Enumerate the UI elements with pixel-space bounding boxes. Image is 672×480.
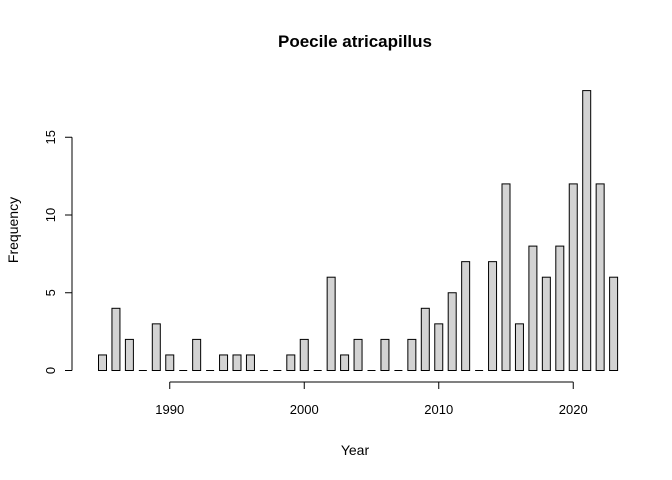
- bar-2002: [326, 276, 336, 372]
- bar-1995: [232, 354, 242, 372]
- bar-1986: [111, 307, 121, 371]
- x-axis-label: Year: [341, 442, 370, 458]
- x-axis: 1990 2000 2010 2020: [155, 381, 588, 417]
- y-axis: 0 5 10 15: [43, 130, 73, 374]
- bar-1989: [151, 323, 161, 372]
- bar-1985: [98, 354, 107, 372]
- bar-2017: [528, 245, 538, 372]
- bar-2019: [555, 245, 565, 372]
- y-tick-label: 10: [43, 208, 58, 222]
- bar-1987: [124, 338, 134, 371]
- y-tick-label: 5: [43, 289, 58, 296]
- bar-2010: [434, 323, 444, 372]
- x-tick-label: 2010: [424, 402, 453, 417]
- bar-1999: [286, 354, 296, 372]
- bar-2008: [407, 338, 417, 371]
- bar-2011: [447, 292, 457, 371]
- bar-2015: [501, 183, 511, 371]
- bar-2004: [353, 338, 363, 371]
- bar-2018: [541, 276, 551, 372]
- x-tick-label: 2000: [290, 402, 319, 417]
- x-tick-label: 2020: [559, 402, 588, 417]
- bar-2003: [340, 354, 350, 372]
- bar-1994: [219, 354, 229, 372]
- bar-1992: [192, 338, 202, 371]
- y-tick-label: 0: [43, 367, 58, 374]
- bar-2012: [461, 261, 471, 371]
- bar-2022: [595, 183, 605, 371]
- y-axis-label: Frequency: [5, 197, 21, 263]
- bar-2000: [299, 338, 309, 371]
- bar-2006: [380, 338, 390, 371]
- bar-2021: [582, 90, 592, 371]
- bar-2014: [488, 261, 498, 371]
- bar-1990: [165, 354, 175, 372]
- x-tick-label: 1990: [155, 402, 184, 417]
- bar-2020: [568, 183, 578, 371]
- y-tick-label: 15: [43, 130, 58, 144]
- chart-title: Poecile atricapillus: [278, 32, 432, 51]
- bar-2023: [609, 276, 619, 372]
- bar-2009: [420, 307, 430, 371]
- bar-1996: [245, 354, 255, 372]
- bars-group: [98, 90, 619, 372]
- bar-2016: [514, 323, 524, 372]
